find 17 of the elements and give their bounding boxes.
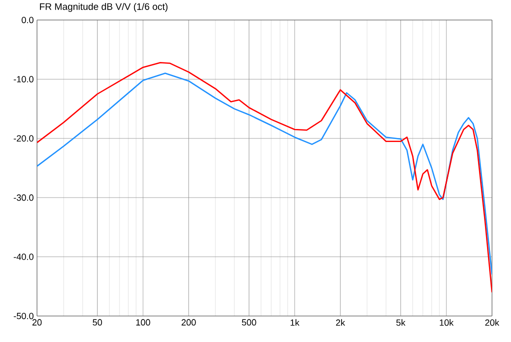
x-tick-label: 5k xyxy=(396,319,406,326)
x-tick-label: 10k xyxy=(440,319,454,326)
x-tick-label: 200 xyxy=(182,319,196,326)
y-tick-label: -20.0 xyxy=(14,135,34,142)
y-tick-label: -10.0 xyxy=(14,76,34,82)
x-tick-label: 500 xyxy=(242,319,256,326)
x-tick-label: 2k xyxy=(336,319,346,326)
x-tick-label: 20 xyxy=(32,319,42,326)
y-tick-label: -50.0 xyxy=(14,312,34,320)
x-tick-label: 50 xyxy=(92,319,102,326)
y-tick-label: -40.0 xyxy=(14,254,34,260)
x-tick-label: 1k xyxy=(290,319,300,326)
chart-title: FR Magnitude dB V/V (1/6 oct) xyxy=(40,3,168,12)
y-tick-label: 0.0 xyxy=(22,16,34,24)
x-tick-label: 100 xyxy=(136,319,150,326)
y-tick-label: -30.0 xyxy=(14,194,34,201)
x-tick-label: 20k xyxy=(485,319,500,326)
